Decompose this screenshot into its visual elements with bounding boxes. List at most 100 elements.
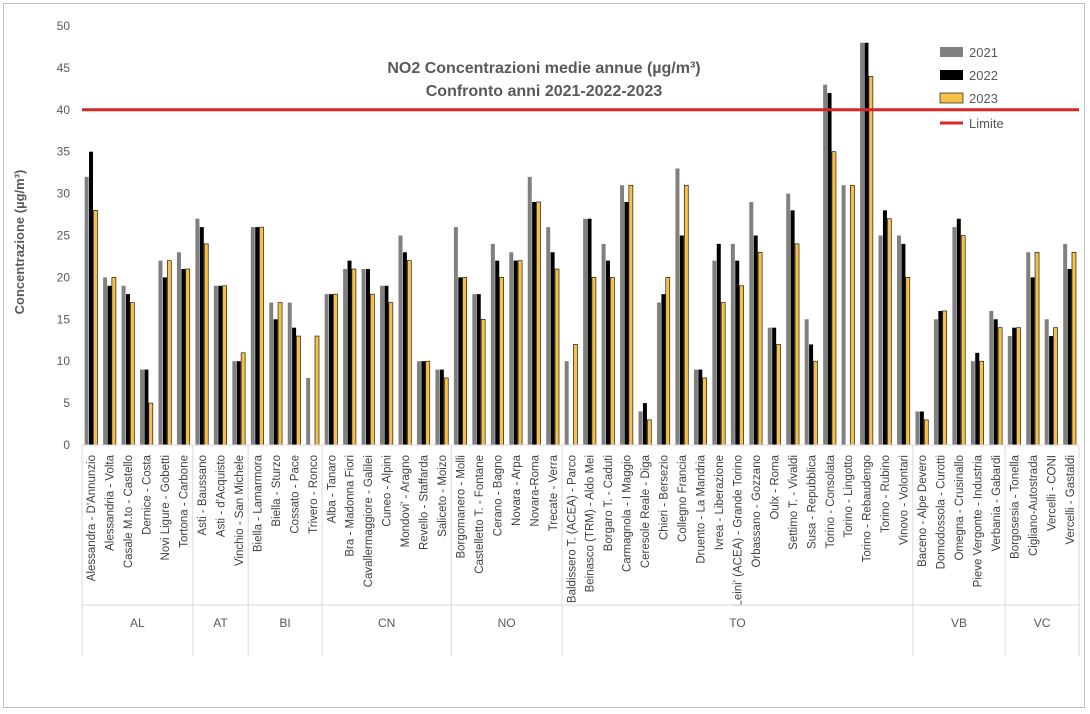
- category-label: Torino - Rubino: [880, 455, 892, 533]
- bar-2023: [314, 335, 320, 446]
- bar-2023: [683, 184, 689, 446]
- group-label-no: NO: [498, 616, 516, 630]
- bar-2022: [790, 210, 795, 445]
- category-label: Ivrea - Liberazione: [714, 455, 726, 550]
- bar-2023: [997, 327, 1003, 446]
- bar-2021: [195, 218, 200, 445]
- category-label: Ceresole Reale - Diga: [640, 454, 652, 568]
- bar-2021: [121, 285, 126, 445]
- bar-2021: [453, 227, 458, 445]
- group-label-cn: CN: [378, 616, 395, 630]
- bar-2022: [458, 277, 463, 445]
- bar-2022: [144, 369, 149, 445]
- bar-2022: [532, 201, 537, 445]
- bar-2021: [878, 235, 883, 445]
- category-label: Cuneo - Alpini: [382, 455, 394, 527]
- bar-2023: [591, 277, 597, 446]
- bar-2021: [140, 369, 145, 445]
- category-label: Cavallermaggiore - Galilei: [363, 455, 375, 587]
- bar-2022: [421, 361, 426, 445]
- bar-2023: [333, 293, 338, 446]
- bar-2021: [693, 369, 698, 445]
- bar-2023: [739, 285, 744, 446]
- bar-2023: [259, 226, 264, 446]
- category-label: Torino - Lingotto: [843, 455, 855, 537]
- bar-2023: [702, 377, 708, 446]
- bar-2021: [232, 361, 237, 445]
- category-label: Vercelli - Gastaldi: [1065, 455, 1077, 544]
- bar-2023: [499, 277, 504, 446]
- legend-swatch-2023: [939, 92, 964, 104]
- bar-2021: [324, 294, 329, 445]
- category-label: Mondovi' - Aragno: [400, 455, 412, 547]
- category-label: Revello - Staffarda: [419, 454, 431, 550]
- bar-2021: [1063, 243, 1068, 445]
- category-label: Chieri - Bersezio: [659, 455, 671, 540]
- bar-2022: [827, 93, 832, 445]
- y-tick-label: 30: [57, 187, 71, 201]
- bar-2021: [933, 319, 938, 445]
- category-label: Domodossola - Curotti: [936, 455, 948, 569]
- bar-2023: [628, 184, 634, 446]
- bar-2023: [831, 151, 837, 446]
- group-label-bi: BI: [279, 616, 290, 630]
- bar-2023: [573, 344, 578, 446]
- bar-2021: [472, 294, 477, 445]
- bar-2023: [850, 184, 855, 446]
- bar-2023: [923, 419, 929, 446]
- bar-2022: [329, 294, 334, 445]
- category-label: Carmagnola - I Maggio: [622, 455, 634, 572]
- y-tick-label: 0: [63, 438, 70, 452]
- bar-2022: [882, 210, 887, 445]
- bar-2022: [919, 411, 924, 445]
- bar-2022: [550, 252, 555, 445]
- bar-2023: [1016, 327, 1021, 446]
- legend-label-2023: 2023: [969, 91, 998, 106]
- bar-2022: [975, 352, 980, 445]
- bar-2021: [158, 260, 163, 445]
- category-label: Pieve Vergonte - Industria: [972, 454, 984, 587]
- bar-2022: [402, 252, 407, 445]
- bar-2023: [443, 377, 449, 446]
- bar-2022: [347, 260, 352, 445]
- bar-2022: [753, 235, 758, 445]
- bar-2021: [730, 243, 735, 445]
- category-label: Druento - La Mandria: [696, 454, 708, 563]
- bar-2023: [1071, 251, 1077, 446]
- bar-2021: [361, 269, 366, 445]
- bar-2022: [199, 227, 204, 445]
- bar-2021: [1026, 252, 1031, 445]
- y-tick-label: 5: [63, 396, 70, 410]
- category-label: Biella - Sturzo: [271, 455, 283, 527]
- bar-2021: [656, 302, 661, 445]
- bar-2021: [583, 218, 588, 445]
- bars-layer: [84, 42, 1077, 446]
- group-label-vc: VC: [1034, 616, 1051, 630]
- category-label: Trecate - Verra: [548, 454, 560, 531]
- category-label: Settimo T. - Vivaldi: [788, 455, 800, 550]
- bar-2022: [679, 235, 684, 445]
- bar-2023: [480, 318, 486, 446]
- bar-2023: [240, 352, 246, 446]
- bar-2023: [130, 302, 135, 446]
- bar-2022: [587, 218, 592, 445]
- category-label: Asti - Baussano: [197, 455, 209, 536]
- bar-2021: [638, 411, 643, 445]
- bar-2023: [794, 243, 800, 446]
- legend-label-limite: Limite: [969, 116, 1004, 131]
- category-label: Cerano - Bagno: [492, 455, 504, 536]
- bar-2021: [546, 227, 551, 445]
- bar-2023: [185, 268, 191, 446]
- bar-2021: [380, 285, 385, 445]
- bar-2023: [111, 277, 117, 446]
- bar-2022: [125, 294, 130, 445]
- category-label: Torino - Consolata: [825, 454, 837, 548]
- bar-2022: [938, 310, 943, 445]
- category-label: Vinchio - San Michele: [234, 455, 246, 566]
- bar-2022: [1049, 336, 1054, 445]
- bar-2023: [610, 277, 615, 446]
- bar-2021: [213, 285, 218, 445]
- group-label-vb: VB: [951, 616, 967, 630]
- bar-2022: [661, 294, 666, 445]
- chart-title-line2: Confronto anni 2021-2022-2023: [426, 83, 663, 100]
